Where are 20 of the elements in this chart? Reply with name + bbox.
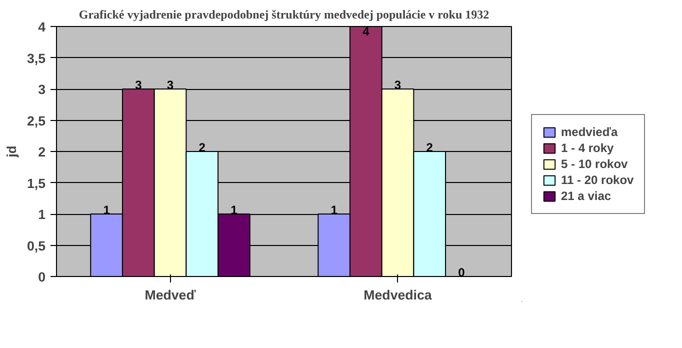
y-tick-label: 2 [38, 144, 46, 160]
y-tick-label: 3,5 [26, 50, 46, 66]
y-tick-label: 1 [38, 207, 46, 222]
x-tick-label: Medvedica [364, 288, 432, 302]
data-label: 4 [362, 24, 370, 38]
data-label: 0 [458, 266, 466, 280]
y-tick-label: 0,5 [26, 238, 46, 254]
legend-label: 1 - 4 roky [561, 140, 614, 154]
legend-label: 21 a viac [561, 188, 612, 202]
legend-label: medvieďa [561, 124, 618, 138]
y-tick-label: 3 [38, 82, 46, 97]
chart-title: Grafické vyjadrenie pravdepodobnej štruktúry medvedej populácie v roku 1932 [78, 8, 490, 22]
x-tick-label: Medveď [144, 288, 196, 302]
y-axis-title: jd [4, 146, 19, 158]
y-tick-label: 0 [38, 270, 46, 284]
y-tick-label: 4 [38, 20, 46, 34]
legend-label: 5 - 10 rokov [561, 156, 628, 170]
legend-label: 11 - 20 rokov [561, 172, 634, 186]
y-tick-label: 2,5 [26, 113, 46, 128]
y-tick-label: 1,5 [26, 176, 46, 191]
